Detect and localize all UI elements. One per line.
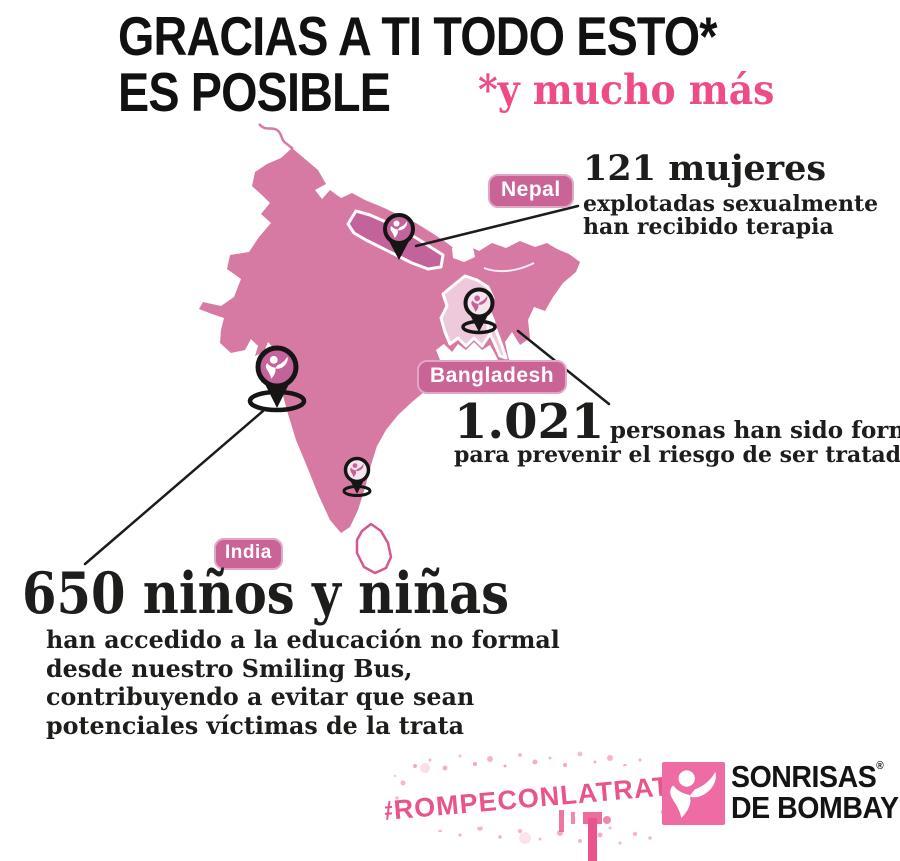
registered-mark: ® bbox=[876, 760, 884, 772]
hashtag-spray-stencil: #ROMPECONLATRATA bbox=[385, 751, 675, 861]
bangladesh-label-pill: Bangladesh bbox=[417, 360, 568, 394]
bhutan-region bbox=[452, 243, 475, 262]
paint-drips bbox=[559, 810, 611, 861]
sri-lanka-outline bbox=[355, 522, 393, 575]
india-label-pill: India bbox=[214, 538, 283, 570]
page-title: GRACIAS A TI TODO ESTO* ES POSIBLE bbox=[118, 8, 822, 120]
stat-nepal: 121 mujeres explotadas sexualmente han r… bbox=[583, 150, 883, 239]
nepal-pin-icon bbox=[383, 213, 415, 260]
stat-nepal-line1: explotadas sexualmente bbox=[583, 191, 879, 217]
stat-india-line2: desde nuestro Smiling Bus, bbox=[46, 653, 413, 683]
stat-nepal-headline: 121 mujeres bbox=[583, 148, 827, 189]
title-highlight: *y mucho más bbox=[478, 66, 775, 114]
mumbai-pin-icon bbox=[247, 345, 307, 413]
stat-india-line3: contribuyendo a evitar que sean bbox=[46, 682, 475, 711]
sonrisas-logo-icon bbox=[662, 762, 725, 825]
sonrisas-logo-wordmark: SONRISAS® DE BOMBAY bbox=[731, 759, 900, 825]
logo-name-line2: DE BOMBAY bbox=[731, 790, 899, 825]
stat-india-headline: 650 niños y niñas bbox=[22, 560, 510, 627]
stat-nepal-line2: han recibido terapia bbox=[583, 214, 834, 240]
kashmir-river-line bbox=[258, 123, 294, 150]
india-landmass bbox=[199, 148, 580, 533]
india-connector-line bbox=[83, 409, 265, 566]
stat-india-line4: potenciales víctimas de la trata bbox=[46, 710, 465, 740]
stat-india: 650 niños y niñas han accedido a la educ… bbox=[22, 565, 582, 740]
south-india-pin-icon bbox=[342, 456, 372, 497]
bangladesh-pin-icon bbox=[461, 287, 497, 335]
title-line1: GRACIAS A TI TODO ESTO* bbox=[118, 5, 718, 67]
stat-bangladesh: 1.021 personas han sido formadas para pr… bbox=[454, 398, 900, 468]
logo-name-line1: SONRISAS bbox=[731, 759, 877, 794]
nepal-connector-line bbox=[414, 204, 580, 248]
stat-india-line1: han accedido a la educación no formal bbox=[46, 625, 560, 654]
nepal-label-pill: Nepal bbox=[488, 174, 574, 208]
title-line2: ES POSIBLE bbox=[118, 61, 391, 123]
stat-bangladesh-number: 1.021 bbox=[454, 394, 605, 450]
stat-bangladesh-line2: para prevenir el riesgo de ser tratadas bbox=[454, 442, 900, 468]
brahmaputra-river-line bbox=[483, 262, 535, 273]
stat-bangladesh-headline-rest: personas han sido formadas bbox=[609, 417, 900, 444]
